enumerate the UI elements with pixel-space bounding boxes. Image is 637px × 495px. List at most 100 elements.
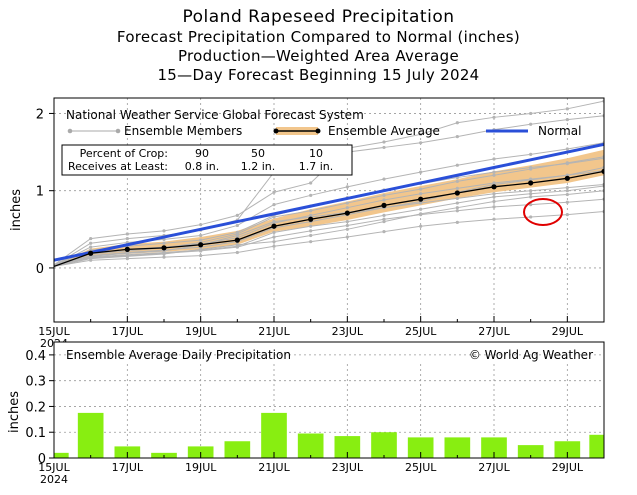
bar-29JUL bbox=[554, 441, 581, 458]
member-point-6-14 bbox=[565, 118, 569, 122]
member-point-0-3 bbox=[162, 255, 166, 259]
member-point-3-11 bbox=[455, 186, 459, 190]
top-y-axis-label: inches bbox=[9, 189, 24, 231]
ensemble-band-area bbox=[54, 149, 604, 267]
bottom-ytick-label-4: 0.4 bbox=[25, 349, 46, 364]
crop-table-box bbox=[61, 144, 353, 176]
member-point-0-13 bbox=[529, 215, 533, 219]
member-point-5-11 bbox=[455, 163, 459, 167]
ensemble-average-point-6 bbox=[271, 223, 277, 229]
legend-average-dot-left bbox=[273, 128, 279, 134]
member-point-7-6 bbox=[272, 190, 276, 194]
ensemble-average-point-8 bbox=[344, 210, 350, 216]
top-ytick-label-0: 0 bbox=[36, 262, 44, 277]
member-point-8-12 bbox=[492, 199, 496, 204]
crop-percent-50: 50 bbox=[251, 147, 265, 160]
member-line-11 bbox=[54, 185, 604, 267]
member-point-11-3 bbox=[162, 250, 166, 255]
top-xtick-label-7: 29JUL bbox=[552, 325, 584, 338]
bar-22JUL bbox=[297, 433, 324, 458]
top-gridlines bbox=[53, 98, 604, 322]
member-point-11-8 bbox=[345, 219, 349, 224]
member-point-11-12 bbox=[492, 195, 496, 199]
member-point-0-14 bbox=[565, 213, 569, 217]
crop-amount-90: 0.8 in. bbox=[185, 160, 220, 173]
bottom-xtick-label-2: 19JUL bbox=[185, 461, 217, 474]
ensemble-average-point-15 bbox=[601, 168, 604, 174]
member-point-0-5 bbox=[235, 250, 239, 255]
member-point-5-13 bbox=[529, 152, 533, 156]
ensemble-average-point-4 bbox=[198, 242, 204, 248]
member-point-10-6 bbox=[272, 215, 276, 219]
member-point-8-8 bbox=[345, 227, 349, 231]
member-point-5-5 bbox=[235, 223, 239, 228]
member-point-0-10 bbox=[419, 224, 423, 228]
member-point-8-13 bbox=[529, 195, 533, 199]
top-plot-frame bbox=[53, 97, 605, 323]
member-point-11-5 bbox=[235, 244, 239, 248]
bottom-ytick-label-0: 0 bbox=[38, 452, 46, 467]
bar-28JUL bbox=[517, 445, 544, 458]
ensemble-average-point-1 bbox=[88, 250, 94, 256]
member-point-4-4 bbox=[199, 238, 203, 242]
crop-amount-50: 1.2 in. bbox=[241, 160, 276, 173]
member-point-11-10 bbox=[419, 207, 423, 211]
bottom-xtick-label-7: 29JUL bbox=[552, 461, 584, 474]
member-point-0-9 bbox=[382, 230, 386, 234]
top-xtick-label-0: 15JUL bbox=[38, 325, 70, 338]
crop-percent-10: 10 bbox=[309, 147, 323, 160]
bar-21JUL bbox=[261, 412, 287, 458]
legend-average-label: Ensemble Average bbox=[328, 124, 440, 138]
forecast-system-label: National Weather Service Global Forecast… bbox=[66, 108, 364, 122]
member-point-1-6 bbox=[272, 235, 276, 239]
member-point-8-10 bbox=[419, 212, 423, 216]
member-point-0-11 bbox=[455, 220, 459, 224]
member-point-7-10 bbox=[419, 132, 423, 136]
member-point-11-7 bbox=[309, 224, 313, 228]
bottom-plot-frame bbox=[53, 341, 605, 459]
copyright-label: © World Ag Weather bbox=[469, 348, 593, 362]
crop-table-amount-label: Receives at Least: bbox=[68, 160, 168, 173]
member-point-7-2 bbox=[125, 232, 129, 236]
legend-members-label: Ensemble Members bbox=[124, 124, 242, 138]
ensemble-average-group bbox=[54, 168, 604, 267]
member-point-5-14 bbox=[565, 147, 569, 151]
member-point-0-2 bbox=[125, 257, 129, 261]
ensemble-average-band bbox=[54, 149, 604, 267]
member-point-1-14 bbox=[565, 200, 569, 204]
member-point-11-9 bbox=[382, 213, 386, 218]
member-point-8-14 bbox=[565, 192, 569, 197]
member-point-7-4 bbox=[199, 223, 203, 227]
ensemble-average-point-10 bbox=[418, 196, 424, 202]
member-point-1-9 bbox=[382, 217, 386, 221]
normal-line bbox=[54, 142, 604, 262]
member-point-10-10 bbox=[419, 187, 423, 191]
member-point-10-11 bbox=[455, 179, 459, 184]
member-point-10-12 bbox=[492, 173, 496, 177]
bar-27JUL bbox=[481, 437, 507, 458]
member-point-6-13 bbox=[529, 122, 533, 126]
top-ytick-label-1: 1 bbox=[36, 185, 44, 200]
member-point-7-11 bbox=[455, 121, 459, 125]
bottom-y-axis: 0 0.1 0.2 0.3 0.4 bbox=[25, 349, 54, 467]
member-point-8-7 bbox=[309, 233, 313, 238]
top-xtick-label-1: 17JUL bbox=[112, 325, 144, 338]
top-y-axis: 0 1 2 bbox=[36, 107, 54, 277]
bottom-ytick-label-1: 0.1 bbox=[25, 426, 46, 441]
legend-normal-label: Normal bbox=[538, 124, 581, 138]
bottom-xtick-year: 2024 bbox=[40, 473, 68, 486]
ensemble-average-point-2 bbox=[124, 246, 130, 252]
bottom-xtick-label-0: 15JUL bbox=[38, 461, 70, 474]
highlight-circle bbox=[523, 198, 563, 226]
bar-16JUL bbox=[77, 412, 104, 458]
ensemble-average-line bbox=[54, 170, 604, 267]
member-line-8 bbox=[54, 190, 604, 267]
crop-amount-10: 1.7 in. bbox=[299, 160, 334, 173]
top-xtick-label-3: 21JUL bbox=[258, 325, 290, 338]
bottom-chart-title: Ensemble Average Daily Precipitation bbox=[66, 348, 291, 362]
member-point-1-8 bbox=[345, 223, 349, 228]
bottom-x-axis: 15JUL 17JUL 19JUL 21JUL 23JUL 25JUL 27JUL 29JUL… bbox=[38, 452, 605, 486]
member-point-11-13 bbox=[529, 192, 533, 196]
member-point-3-10 bbox=[419, 192, 423, 196]
